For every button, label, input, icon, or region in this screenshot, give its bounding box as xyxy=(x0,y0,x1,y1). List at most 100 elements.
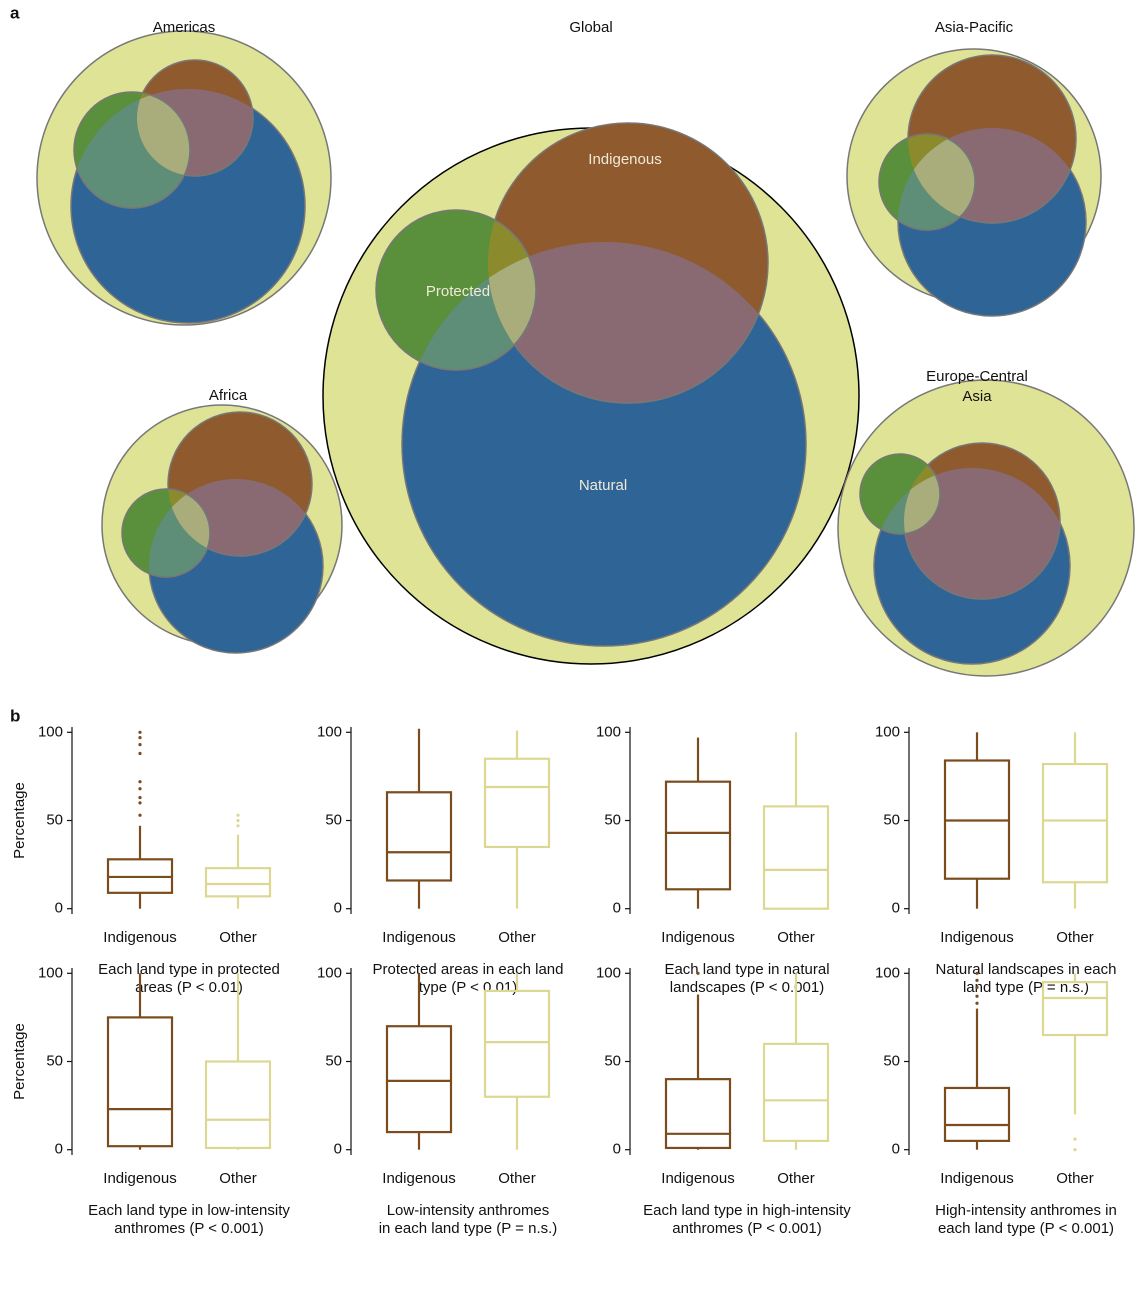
overlap xyxy=(137,91,191,176)
y-tick-label: 0 xyxy=(334,900,342,917)
flier xyxy=(236,818,240,823)
venn-title: Global xyxy=(569,19,612,36)
flier xyxy=(138,730,142,734)
y-tick-label: 100 xyxy=(596,964,621,981)
box xyxy=(1041,981,1109,1037)
flier xyxy=(975,971,979,975)
x-tick-label: Indigenous xyxy=(940,929,1013,946)
region-label: Protected xyxy=(426,283,490,300)
flier xyxy=(138,795,142,800)
y-tick-label: 50 xyxy=(46,811,63,828)
box xyxy=(664,780,732,891)
y-tick-label: 0 xyxy=(613,900,621,917)
x-axis-label: High-intensity anthromes in xyxy=(935,1202,1117,1219)
y-tick-label: 100 xyxy=(596,723,621,740)
flier xyxy=(138,787,142,791)
y-tick-label: 0 xyxy=(55,1141,63,1158)
x-axis-label: anthromes (P < 0.001) xyxy=(114,1220,263,1237)
y-tick-label: 50 xyxy=(46,1052,63,1069)
x-tick-label: Indigenous xyxy=(103,1170,176,1187)
x-axis-label: Each land type in protected xyxy=(98,961,280,978)
y-tick-label: 100 xyxy=(38,723,63,740)
x-axis-label: landscapes (P < 0.001) xyxy=(670,979,824,996)
flier xyxy=(975,994,979,998)
venn-title: Americas xyxy=(153,19,216,36)
flier xyxy=(236,824,240,828)
box xyxy=(762,1042,830,1142)
x-tick-label: Indigenous xyxy=(661,1170,734,1187)
box xyxy=(204,1060,272,1150)
venn-title: Asia xyxy=(962,388,992,405)
x-tick-label: Other xyxy=(1056,929,1094,946)
y-axis-label: Percentage xyxy=(11,782,28,859)
x-axis-label: in each land type (P = n.s.) xyxy=(379,1220,558,1237)
box xyxy=(762,805,830,910)
x-axis-label: Protected areas in each land xyxy=(373,961,564,978)
flier xyxy=(138,751,142,756)
box xyxy=(385,1025,453,1134)
x-axis-label: type (P < 0.01) xyxy=(419,979,518,996)
y-tick-label: 0 xyxy=(613,1141,621,1158)
x-axis-label: Each land type in low-intensity xyxy=(88,1202,290,1219)
x-axis-label: each land type (P < 0.001) xyxy=(938,1220,1114,1237)
flier xyxy=(975,1001,979,1005)
x-tick-label: Indigenous xyxy=(940,1170,1013,1187)
venn-title: Asia-Pacific xyxy=(935,19,1014,36)
x-tick-label: Other xyxy=(498,929,536,946)
x-axis-label: Natural landscapes in each xyxy=(936,961,1117,978)
venn-title: Africa xyxy=(209,387,248,404)
y-tick-label: 50 xyxy=(325,811,342,828)
box xyxy=(1041,762,1109,884)
y-tick-label: 100 xyxy=(317,964,342,981)
x-axis-label: anthromes (P < 0.001) xyxy=(672,1220,821,1237)
y-tick-label: 50 xyxy=(883,811,900,828)
flier xyxy=(138,735,142,740)
box xyxy=(943,1086,1011,1142)
flier xyxy=(138,780,142,784)
region-label: Natural xyxy=(579,477,627,494)
y-tick-label: 0 xyxy=(55,900,63,917)
x-tick-label: Other xyxy=(1056,1170,1094,1187)
x-tick-label: Other xyxy=(777,929,815,946)
x-axis-label: Each land type in natural xyxy=(664,961,829,978)
flier xyxy=(138,813,142,817)
box xyxy=(664,1078,732,1150)
flier xyxy=(975,985,979,990)
overlap xyxy=(137,91,191,176)
flier xyxy=(236,813,240,817)
box xyxy=(483,757,551,849)
x-tick-label: Other xyxy=(219,1170,257,1187)
y-tick-label: 50 xyxy=(883,1052,900,1069)
x-axis-label: areas (P < 0.01) xyxy=(135,979,243,996)
x-tick-label: Indigenous xyxy=(661,929,734,946)
y-tick-label: 50 xyxy=(604,1052,621,1069)
y-tick-label: 100 xyxy=(38,964,63,981)
flier xyxy=(1073,1137,1077,1141)
panel-label: a xyxy=(10,3,20,22)
panel-label: b xyxy=(10,706,20,725)
box xyxy=(204,867,272,898)
flier xyxy=(138,743,142,747)
y-tick-label: 100 xyxy=(875,723,900,740)
x-tick-label: Indigenous xyxy=(382,1170,455,1187)
flier xyxy=(975,978,979,982)
box xyxy=(483,989,551,1098)
y-tick-label: 0 xyxy=(334,1141,342,1158)
x-tick-label: Other xyxy=(777,1170,815,1187)
x-axis-label: Each land type in high-intensity xyxy=(643,1202,851,1219)
y-tick-label: 100 xyxy=(317,723,342,740)
box xyxy=(106,1016,174,1148)
y-tick-label: 50 xyxy=(325,1052,342,1069)
x-tick-label: Indigenous xyxy=(103,929,176,946)
x-tick-label: Other xyxy=(498,1170,536,1187)
x-tick-label: Indigenous xyxy=(382,929,455,946)
x-tick-label: Other xyxy=(219,929,257,946)
venn-title: Europe-Central xyxy=(926,368,1028,385)
flier xyxy=(1073,1148,1077,1152)
y-axis-label: Percentage xyxy=(11,1023,28,1100)
flier xyxy=(138,801,142,805)
flier xyxy=(696,971,700,975)
region-label: Indigenous xyxy=(588,151,661,168)
overlap-region xyxy=(137,91,191,176)
